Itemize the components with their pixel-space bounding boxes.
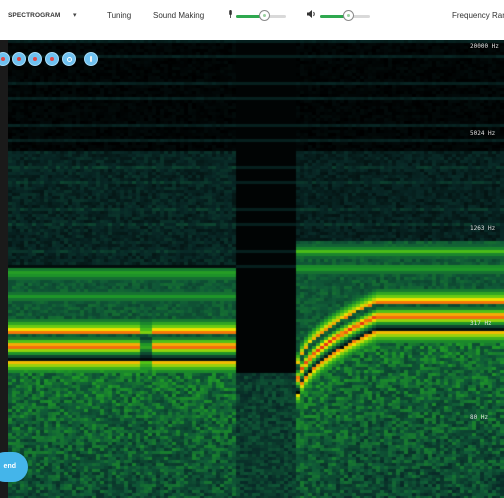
slider-knob[interactable] <box>258 10 270 21</box>
tuning-tab[interactable]: Tuning <box>107 11 132 20</box>
speaker-volume-slider[interactable] <box>320 10 370 22</box>
chevron-down-icon[interactable]: ▾ <box>73 12 77 19</box>
slider-fill <box>236 15 264 18</box>
record-button-2[interactable] <box>28 52 42 66</box>
record-button-3[interactable] <box>45 52 59 66</box>
spectrogram-heatmap <box>0 40 504 498</box>
sound-making-tab[interactable]: Sound Making <box>153 11 205 20</box>
slider-fill <box>320 15 348 18</box>
record-icon <box>17 57 21 61</box>
mic-volume-slider[interactable] <box>236 10 286 22</box>
frequency-range-tab[interactable]: Frequency Rang <box>452 11 504 20</box>
slider-knob[interactable] <box>342 10 354 21</box>
microphone-icon[interactable] <box>228 10 233 18</box>
top-toolbar: SPECTROGRAM ▾ Tuning Sound Making Freque… <box>0 0 504 41</box>
spectrogram-canvas[interactable]: 20000 Hz 5024 Hz 1263 Hz 317 Hz 80 Hz en… <box>0 40 504 498</box>
record-icon <box>33 57 37 61</box>
settings-icon <box>67 57 72 62</box>
settings-button[interactable] <box>62 52 76 66</box>
speaker-icon[interactable] <box>307 10 317 18</box>
record-button-1[interactable] <box>12 52 26 66</box>
record-icon <box>1 57 5 61</box>
frequency-label-80: 80 Hz <box>470 414 489 421</box>
record-button-0[interactable] <box>0 52 10 66</box>
mode-select[interactable]: SPECTROGRAM <box>8 12 61 19</box>
frequency-label-20000: 20000 Hz <box>470 43 499 50</box>
frequency-label-317: 317 Hz <box>470 320 492 327</box>
info-button[interactable] <box>84 52 98 66</box>
record-icon <box>50 57 54 61</box>
frequency-label-1263: 1263 Hz <box>470 225 496 232</box>
send-button[interactable]: end <box>0 452 28 482</box>
frequency-label-5024: 5024 Hz <box>470 130 496 137</box>
info-icon <box>90 56 92 62</box>
left-edge-shade <box>0 40 8 498</box>
